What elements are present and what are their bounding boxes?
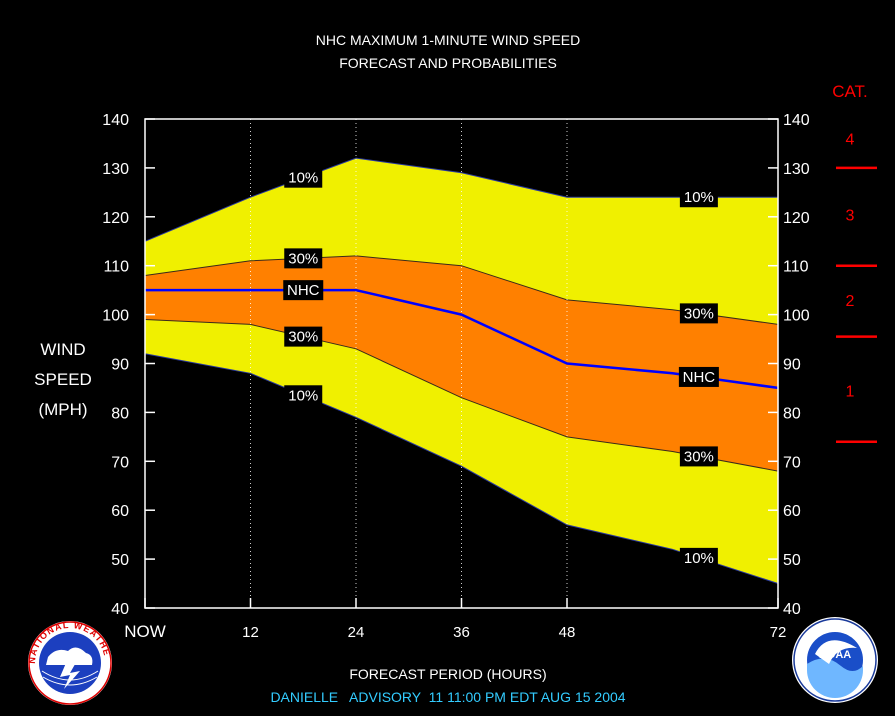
y-tick-label-right: 100 (783, 308, 810, 325)
series-label-text: 30% (288, 329, 318, 346)
category-label-4: 4 (846, 132, 855, 149)
y-tick-label-left: 130 (102, 161, 129, 178)
series-label-box (284, 385, 323, 406)
x-axis-label: FORECAST PERIOD (HOURS) (349, 666, 546, 682)
y-axis-left: 40 50 60 70 80 90 100 110 120 130 140 (102, 112, 155, 618)
y-tick-label-left: 140 (102, 112, 129, 129)
series-label-30pct: 30% (679, 303, 718, 324)
x-tick-label: 72 (770, 624, 787, 641)
y-tick-label-left: 50 (111, 552, 129, 569)
y-tick-label-left: 60 (111, 503, 129, 520)
y-tick-label-left: 90 (111, 357, 129, 374)
series-label-box (679, 303, 718, 324)
series-label-box (678, 366, 719, 387)
y-axis-right: 40 50 60 70 80 90 100 110 120 130 140 (768, 112, 810, 618)
series-label-box (679, 446, 718, 467)
series-labels: 10% 30% NHC 30% 10% 10% 30% NHC 30% 10% (283, 167, 719, 568)
category-label-3: 3 (846, 207, 855, 224)
series-label-10pct: 10% (284, 385, 323, 406)
noaa-logo-text: NOAA (819, 649, 851, 661)
x-tick-label: NOW (124, 622, 166, 641)
x-axis: NOW 12 24 36 48 72 (124, 598, 786, 641)
y-tick-label-right: 80 (783, 405, 801, 422)
series-label-box (284, 326, 323, 347)
series-label-text: 10% (288, 170, 318, 187)
y-tick-label-right: 40 (783, 601, 801, 618)
series-line-nhc (145, 288, 779, 390)
y-tick-label-right: 120 (783, 210, 810, 227)
y-tick-label-left: 120 (102, 210, 129, 227)
series-label-10pct: 10% (284, 167, 323, 188)
y-tick-label-right: 50 (783, 552, 801, 569)
series-label-nhc: NHC (678, 366, 719, 387)
series-label-10pct: 10% (679, 547, 718, 568)
series-label-nhc: NHC (283, 280, 324, 301)
y-axis-label-line-3: (MPH) (38, 400, 87, 419)
y-tick-label-right: 130 (783, 161, 810, 178)
category-label-1: 1 (846, 383, 855, 400)
series-label-text: NHC (683, 369, 716, 386)
y-axis-label-line-2: SPEED (34, 370, 92, 389)
series-label-30pct: 30% (284, 326, 323, 347)
series-line-upper-30 (144, 255, 779, 325)
y-tick-label-right: 110 (783, 259, 809, 276)
series-label-text: 10% (288, 387, 318, 404)
series-line-upper-10 (144, 157, 778, 242)
x-tick-label: 12 (242, 624, 259, 641)
band-edges (144, 157, 779, 584)
chart-title: NHC MAXIMUM 1-MINUTE WIND SPEED (316, 32, 580, 48)
y-tick-label-left: 40 (111, 601, 129, 618)
series-label-30pct: 30% (679, 446, 718, 467)
series-label-box (284, 167, 323, 188)
y-tick-label-left: 70 (111, 454, 129, 471)
series-label-text: NHC (287, 282, 320, 299)
series-label-text: 30% (684, 305, 714, 322)
nws-logo: NATIONAL WEATHER SERVICE (23, 616, 113, 705)
y-tick-label-right: 90 (783, 357, 801, 374)
series-label-box (679, 187, 718, 208)
x-tick-label: 48 (559, 624, 576, 641)
series-label-30pct: 30% (284, 248, 323, 269)
x-tick-label: 36 (453, 624, 470, 641)
series-label-text: 30% (288, 250, 318, 267)
y-tick-label-right: 140 (783, 112, 810, 129)
nhc-forecast-line (145, 288, 779, 390)
y-tick-label-left: 110 (103, 259, 129, 276)
series-line-lower-10 (144, 353, 779, 584)
y-tick-label-left: 80 (111, 405, 129, 422)
y-axis-label-line-1: WIND (40, 340, 85, 359)
series-line-lower-30 (144, 319, 779, 472)
y-tick-label-right: 60 (783, 503, 801, 520)
series-label-box (284, 248, 323, 269)
series-label-box (679, 547, 718, 568)
y-tick-label-right: 70 (783, 454, 801, 471)
hurricane-category-scale: CAT. 4 3 2 1 (832, 82, 877, 443)
noaa-logo: NOAA (792, 617, 878, 703)
series-label-box (283, 280, 324, 301)
y-tick-label-left: 100 (102, 308, 129, 325)
x-tick-label: 24 (348, 624, 365, 641)
series-label-10pct: 10% (679, 187, 718, 208)
series-label-text: 10% (684, 189, 714, 206)
category-label-2: 2 (846, 293, 855, 310)
advisory-footer: DANIELLE ADVISORY 11 11:00 PM EDT AUG 15… (270, 689, 625, 705)
series-label-text: 30% (684, 448, 714, 465)
chart-subtitle: FORECAST AND PROBABILITIES (339, 55, 557, 71)
series-label-text: 10% (684, 550, 714, 567)
category-title: CAT. (832, 82, 868, 101)
